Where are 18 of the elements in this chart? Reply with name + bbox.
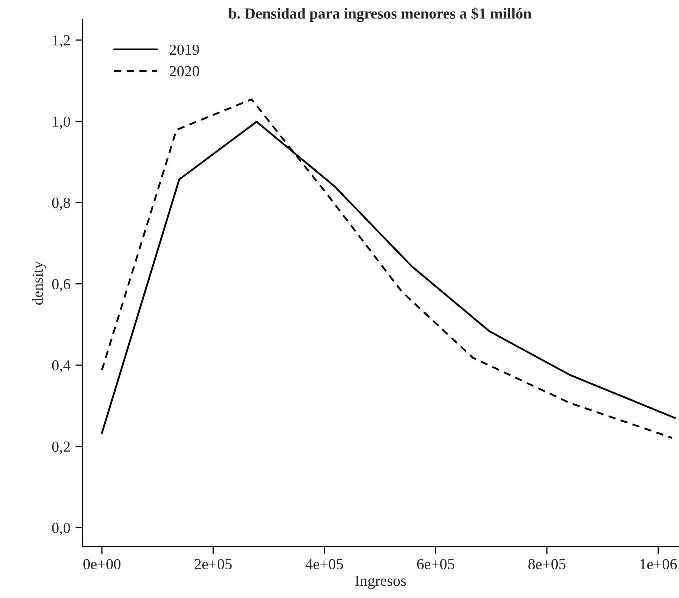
y-tick-label: 0,8 <box>52 198 70 210</box>
y-tick-label: 0,2 <box>52 442 70 454</box>
y-tick-label: 0,6 <box>52 279 70 292</box>
y-tick-label: 0,0 <box>52 523 70 536</box>
legend-label: 2019 <box>170 44 200 56</box>
y-tick-label: 1,2 <box>53 35 70 48</box>
x-tick-label: 8e+05 <box>528 559 566 570</box>
y-tick-label: 1,0 <box>53 116 70 130</box>
x-tick-label: 4e+05 <box>306 559 344 570</box>
x-tick-label: 2e+05 <box>194 559 232 570</box>
y-tick-label: 0,4 <box>52 360 71 374</box>
x-axis-title: Ingresos <box>356 576 406 590</box>
x-tick-label: 0e+00 <box>84 559 121 570</box>
x-tick-label: 6e+05 <box>417 559 454 570</box>
y-axis-title: density <box>32 261 46 305</box>
x-tick-label: 1e+06 <box>640 559 678 570</box>
legend-label: 2020 <box>170 66 200 77</box>
chart-title: b. Densidad para ingresos menores a $1 millón <box>228 8 532 22</box>
